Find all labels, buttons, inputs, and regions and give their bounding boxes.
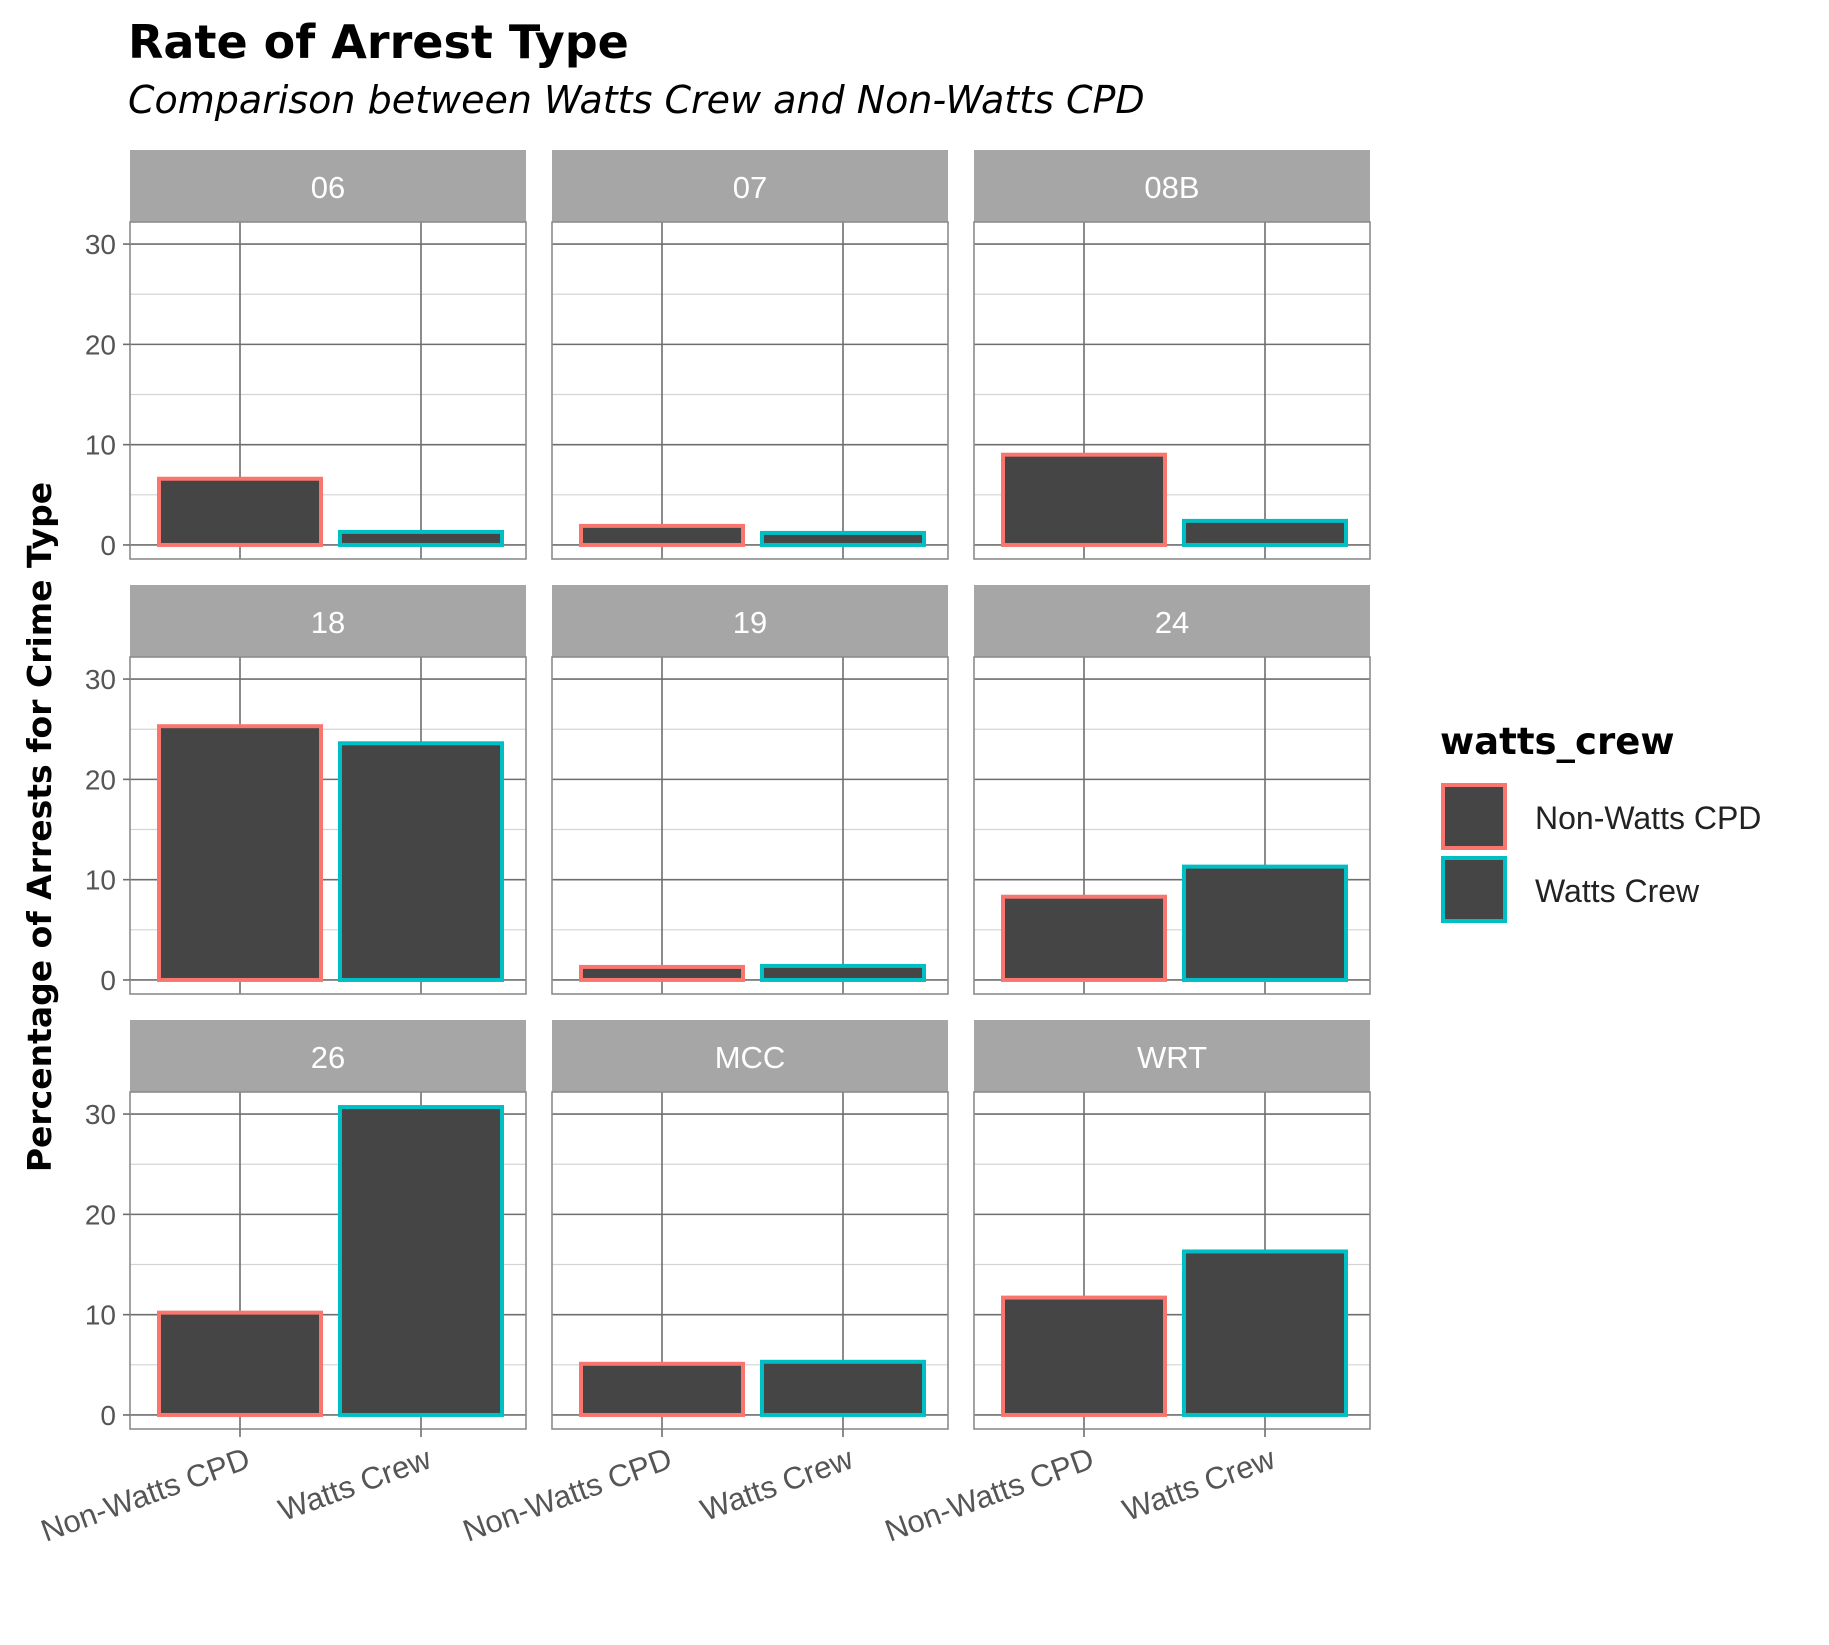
bar-26-watts-crew (338, 1105, 504, 1417)
legend-title: watts_crew (1440, 720, 1675, 763)
facet-panel-07: 07 (551, 150, 949, 560)
legend-key-non-watts-cpd (1441, 783, 1507, 850)
y-tick-label: 20 (85, 329, 116, 360)
bar-06-watts-crew (338, 529, 504, 547)
bar-07-watts-crew (760, 530, 926, 547)
facet-strip-07 (552, 150, 948, 222)
panel-border (973, 1091, 1371, 1430)
panel-border (551, 221, 949, 560)
legend-label-watts-crew: Watts Crew (1535, 873, 1700, 909)
facet-strip-label: MCC (715, 1040, 786, 1075)
bar-wrt-non-watts-cpd (1001, 1295, 1167, 1417)
y-tick-label: 10 (85, 865, 116, 896)
facet-strip-mcc (552, 1020, 948, 1092)
y-tick-label: 20 (85, 1199, 116, 1230)
y-tick-label: 0 (100, 965, 116, 996)
facet-strip-label: 06 (311, 170, 345, 205)
y-tick-label: 30 (85, 664, 116, 695)
facet-panel-mcc: MCC Non-Watts CPD Watts Crew (458, 1020, 949, 1549)
bar-18-non-watts-cpd (157, 724, 323, 982)
bar-19-watts-crew (760, 963, 926, 982)
panel-border (551, 656, 949, 995)
y-axis-label: Percentage of Arrests for Crime Type (20, 482, 59, 1172)
legend-key-watts-crew (1441, 856, 1507, 923)
facet-panel-06: 06 0 10 20 30 (85, 150, 527, 561)
chart-title: Rate of Arrest Type (128, 15, 629, 69)
bar-18-watts-crew (338, 741, 504, 982)
x-tick-label: Non-Watts CPD (880, 1441, 1098, 1549)
facet-strip-label: 26 (311, 1040, 345, 1075)
facet-panel-08b: 08B (973, 150, 1371, 560)
facet-strip-19 (552, 585, 948, 657)
facet-strip-08b (974, 150, 1370, 222)
bar-06-non-watts-cpd (157, 476, 323, 547)
facet-panel-18: 18 0 10 20 30 (85, 585, 527, 996)
y-tick-label: 0 (100, 530, 116, 561)
x-tick-label: Watts Crew (274, 1440, 436, 1527)
bar-24-watts-crew (1182, 864, 1348, 982)
x-tick-label: Watts Crew (1118, 1440, 1280, 1527)
facet-strip-06 (130, 150, 526, 222)
bar-26-non-watts-cpd (157, 1310, 323, 1417)
y-tick-label: 30 (85, 229, 116, 260)
y-tick-label: 20 (85, 764, 116, 795)
facet-panels: 06 0 10 20 30 07 08B 18 0 10 20 30 19 24 26 0 10 20 30 Non-… (36, 150, 1371, 1549)
facet-strip-label: 07 (733, 170, 767, 205)
facet-strip-label: 24 (1155, 605, 1189, 640)
bar-19-non-watts-cpd (579, 964, 745, 982)
bar-08b-watts-crew (1182, 518, 1348, 547)
bar-08b-non-watts-cpd (1001, 452, 1167, 547)
legend: watts_crew Non-Watts CPD Watts Crew (1440, 720, 1761, 923)
bar-24-non-watts-cpd (1001, 894, 1167, 982)
facet-panel-24: 24 (973, 585, 1371, 995)
y-tick-label: 10 (85, 1300, 116, 1331)
facet-panel-26: 26 0 10 20 30 Non-Watts CPD Watts Crew (36, 1020, 527, 1549)
legend-label-non-watts-cpd: Non-Watts CPD (1535, 800, 1761, 836)
facet-strip-24 (974, 585, 1370, 657)
legend-item-watts-crew: Watts Crew (1441, 856, 1700, 923)
facet-panel-19: 19 (551, 585, 949, 995)
panel-border (551, 1091, 949, 1430)
x-tick-label: Watts Crew (696, 1440, 858, 1527)
panel-border (973, 656, 1371, 995)
facet-strip-label: 18 (311, 605, 345, 640)
facet-panel-wrt: WRT Non-Watts CPD Watts Crew (880, 1020, 1371, 1549)
facet-strip-label: 08B (1144, 170, 1199, 205)
panel-border (129, 1091, 527, 1430)
bar-07-non-watts-cpd (579, 523, 745, 547)
x-tick-label: Non-Watts CPD (36, 1441, 254, 1549)
chart-subtitle: Comparison between Watts Crew and Non-Wa… (128, 78, 1145, 122)
facet-strip-wrt (974, 1020, 1370, 1092)
panel-border (973, 221, 1371, 560)
facet-strip-label: 19 (733, 605, 767, 640)
y-tick-label: 10 (85, 430, 116, 461)
facet-strip-label: WRT (1137, 1040, 1207, 1075)
x-tick-label: Non-Watts CPD (458, 1441, 676, 1549)
bar-mcc-watts-crew (760, 1359, 926, 1417)
bar-mcc-non-watts-cpd (579, 1361, 745, 1417)
panel-border (129, 656, 527, 995)
facet-strip-18 (130, 585, 526, 657)
panel-border (129, 221, 527, 560)
legend-item-non-watts-cpd: Non-Watts CPD (1441, 783, 1761, 850)
y-tick-label: 30 (85, 1099, 116, 1130)
facet-strip-26 (130, 1020, 526, 1092)
y-tick-label: 0 (100, 1400, 116, 1431)
bar-wrt-watts-crew (1182, 1249, 1348, 1417)
